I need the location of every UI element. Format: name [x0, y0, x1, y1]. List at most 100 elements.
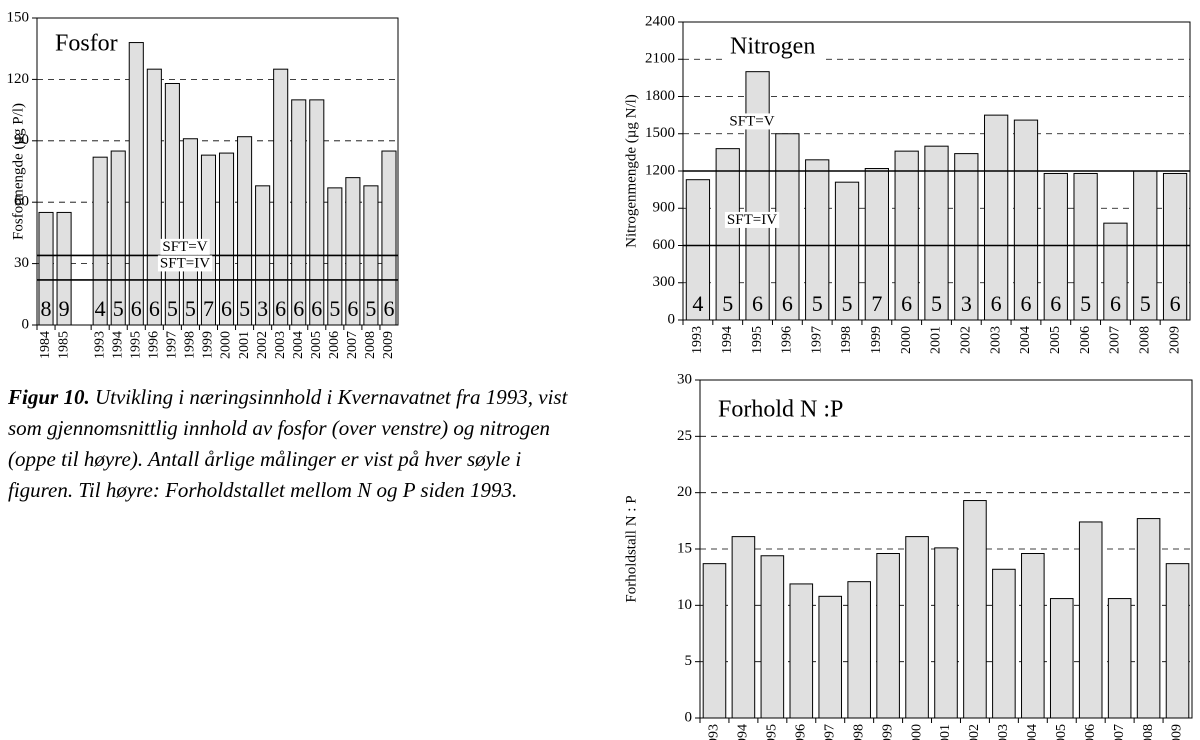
x-tick-label: 1995	[750, 326, 765, 354]
x-tick-label: 2002	[959, 326, 974, 354]
bar	[894, 150, 919, 321]
count-label: 5	[1080, 291, 1091, 316]
x-tick-label: 2000	[899, 326, 914, 354]
bar	[182, 138, 198, 326]
y-tick-label: 90	[14, 132, 29, 148]
count-label: 3	[961, 291, 972, 316]
bar	[1078, 521, 1103, 719]
bar	[715, 148, 740, 321]
x-tick-label: 1999	[869, 326, 884, 354]
x-tick-label: 1999	[201, 331, 216, 359]
count-label: 4	[692, 291, 703, 316]
x-tick-label: 1998	[183, 331, 198, 359]
x-tick-label: 2004	[291, 331, 306, 359]
chart-title: Fosfor	[55, 31, 118, 57]
bar	[56, 211, 72, 326]
x-tick-label: 2006	[1078, 326, 1093, 354]
x-tick-label: 1999	[880, 724, 895, 740]
bar	[847, 581, 871, 719]
reference-label: SFT=V	[729, 113, 774, 129]
count-label: 6	[131, 296, 142, 321]
count-label: 6	[782, 291, 793, 316]
bar	[789, 583, 814, 719]
bar	[1049, 598, 1074, 719]
count-label: 5	[239, 296, 250, 321]
x-tick-label: 2009	[1167, 326, 1182, 354]
bar	[834, 181, 860, 321]
bar	[685, 179, 711, 321]
x-tick-label: 2007	[345, 331, 360, 359]
reference-label-bg	[727, 113, 777, 130]
y-tick-label: 0	[668, 311, 676, 327]
count-label: 6	[1020, 291, 1031, 316]
x-tick-label: 2004	[1025, 724, 1040, 740]
bar	[273, 68, 289, 326]
count-label: 6	[221, 296, 232, 321]
bar	[327, 187, 343, 326]
bar	[218, 152, 235, 326]
count-label: 5	[812, 291, 823, 316]
x-tick-label: 1994	[720, 326, 735, 354]
y-tick-label: 150	[7, 9, 30, 25]
y-tick-label: 20	[677, 484, 692, 500]
x-tick-label: 2006	[1083, 724, 1098, 740]
bar	[1162, 172, 1188, 321]
x-tick-label: 2000	[909, 724, 924, 740]
count-label: 7	[203, 296, 214, 321]
reference-label: SFT=IV	[160, 255, 210, 271]
caption: Figur 10. Utvikling i næringsinnhold i K…	[8, 382, 568, 506]
bar	[1107, 598, 1132, 719]
reference-label: SFT=IV	[727, 212, 777, 228]
bar	[1073, 172, 1098, 321]
x-tick-label: 1997	[809, 326, 824, 354]
count-label: 6	[347, 296, 358, 321]
bar	[963, 500, 987, 719]
x-tick-label: 2008	[363, 331, 378, 359]
x-tick-label: 2009	[1170, 724, 1185, 740]
y-tick-label: 900	[653, 200, 676, 216]
count-label: 4	[95, 296, 106, 321]
y-tick-label: 30	[677, 371, 692, 387]
x-tick-label: 2004	[1018, 326, 1033, 354]
x-tick-label: 2002	[255, 331, 270, 359]
bar	[731, 536, 756, 719]
x-tick-label: 2008	[1137, 326, 1152, 354]
x-tick-label: 1998	[839, 326, 854, 354]
plot-frame	[36, 17, 399, 326]
count-label: 5	[1140, 291, 1151, 316]
x-tick-label: 1996	[780, 326, 795, 354]
count-label: 6	[752, 291, 763, 316]
x-tick-label: 2003	[988, 326, 1003, 354]
x-tick-label: 2002	[967, 724, 982, 740]
y-tick-label: 10	[677, 597, 692, 613]
bar	[1013, 119, 1039, 321]
count-label: 6	[311, 296, 322, 321]
x-tick-label: 2005	[309, 331, 324, 359]
y-tick-label: 300	[653, 274, 676, 290]
x-tick-label: 1996	[147, 331, 162, 359]
bar	[760, 555, 785, 719]
count-label: 6	[1110, 291, 1121, 316]
bar	[110, 150, 126, 326]
bar	[954, 153, 979, 321]
y-tick-label: 600	[653, 237, 676, 253]
count-label: 3	[257, 296, 268, 321]
y-axis-label: Fosformengde (µg P/l)	[10, 103, 26, 240]
chart-title-bg	[49, 28, 124, 59]
y-axis-label: Nitrogenmengde (µg N/l)	[623, 94, 639, 248]
count-label: 8	[41, 296, 52, 321]
x-tick-label: 1995	[128, 331, 143, 359]
bar	[1103, 222, 1128, 321]
x-tick-label: 1985	[56, 331, 71, 359]
count-label: 6	[293, 296, 304, 321]
bar	[818, 595, 843, 719]
x-tick-label: 2005	[1048, 326, 1063, 354]
x-tick-label: 2000	[219, 331, 234, 359]
bar	[237, 136, 253, 326]
y-tick-label: 120	[7, 71, 30, 87]
x-tick-label: 2001	[938, 724, 953, 740]
y-tick-label: 1800	[645, 88, 675, 104]
count-label: 6	[275, 296, 286, 321]
x-tick-label: 2003	[273, 331, 288, 359]
